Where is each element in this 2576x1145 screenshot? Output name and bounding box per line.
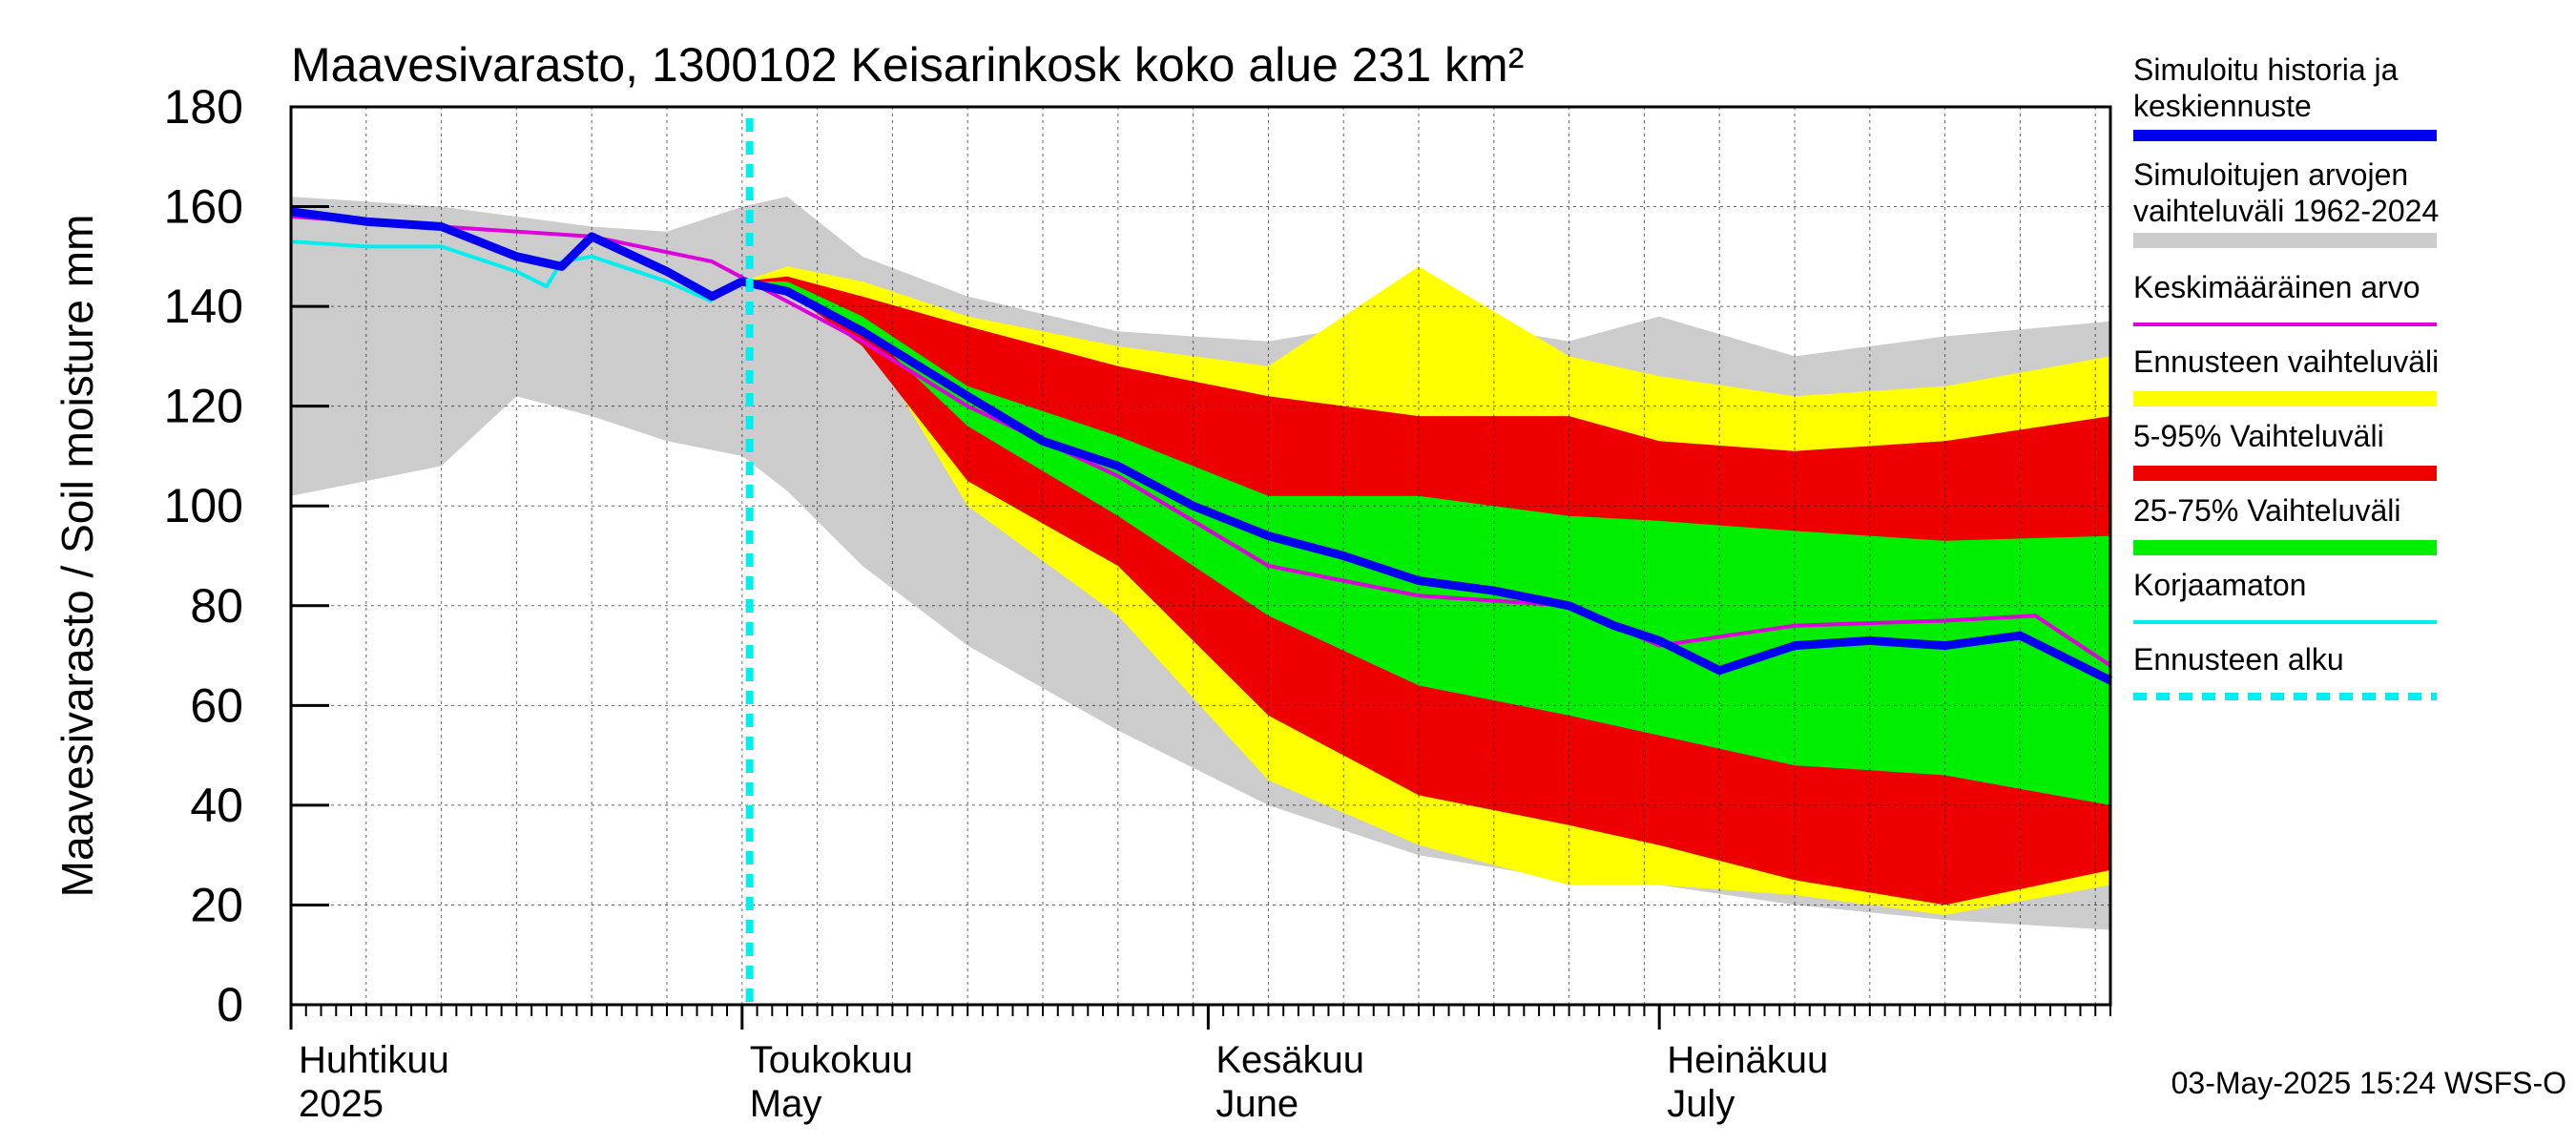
legend-label-p25_75: 25-75% Vaihteluväli	[2133, 493, 2400, 528]
y-tick-label: 120	[164, 380, 243, 433]
legend-label-p5_95: 5-95% Vaihteluväli	[2133, 419, 2384, 453]
month-label: Toukokuu	[750, 1039, 913, 1081]
timestamp-footer: 03-May-2025 15:24 WSFS-O	[2171, 1066, 2566, 1100]
month-sublabel: July	[1667, 1083, 1735, 1125]
legend-label-uncorrected: Korjaamaton	[2133, 568, 2306, 602]
y-tick-label: 100	[164, 479, 243, 532]
plot-frame	[289, 105, 2112, 1007]
legend-label-fcstart: Ennusteen alku	[2133, 642, 2344, 677]
legend-label-history: Simuloitu historia ja	[2133, 52, 2399, 87]
y-tick-label: 180	[164, 80, 243, 134]
y-tick-label: 160	[164, 180, 243, 234]
y-tick-label: 140	[164, 280, 243, 333]
chart-title: Maavesivarasto, 1300102 Keisarinkosk kok…	[291, 38, 1524, 92]
month-sublabel: 2025	[299, 1083, 384, 1125]
legend-label-simrange: Simuloitujen arvojen	[2133, 157, 2408, 192]
month-label: Kesäkuu	[1215, 1039, 1364, 1081]
y-tick-label: 0	[217, 978, 243, 1031]
line-history	[290, 207, 2113, 685]
legend-label-mean: Keskimääräinen arvo	[2133, 270, 2420, 304]
month-label: Huhtikuu	[299, 1039, 449, 1081]
legend-label-fcrange: Ennusteen vaihteluväli	[2133, 344, 2439, 379]
y-tick-label: 80	[190, 579, 243, 633]
month-sublabel: May	[750, 1083, 822, 1125]
y-tick-label: 60	[190, 678, 243, 732]
line-uncorrected	[290, 239, 714, 303]
legend-sublabel-simrange: vaihteluväli 1962-2024	[2133, 194, 2439, 228]
legend-sublabel-history: keskiennuste	[2133, 89, 2312, 123]
month-sublabel: June	[1215, 1083, 1298, 1125]
month-label: Heinäkuu	[1667, 1039, 1828, 1081]
line-mean	[290, 215, 2112, 668]
band-p25_75	[741, 281, 2110, 805]
y-tick-label: 40	[190, 779, 243, 832]
y-axis-label: Maavesivarasto / Soil moisture mm	[52, 215, 102, 898]
y-tick-label: 20	[190, 878, 243, 931]
